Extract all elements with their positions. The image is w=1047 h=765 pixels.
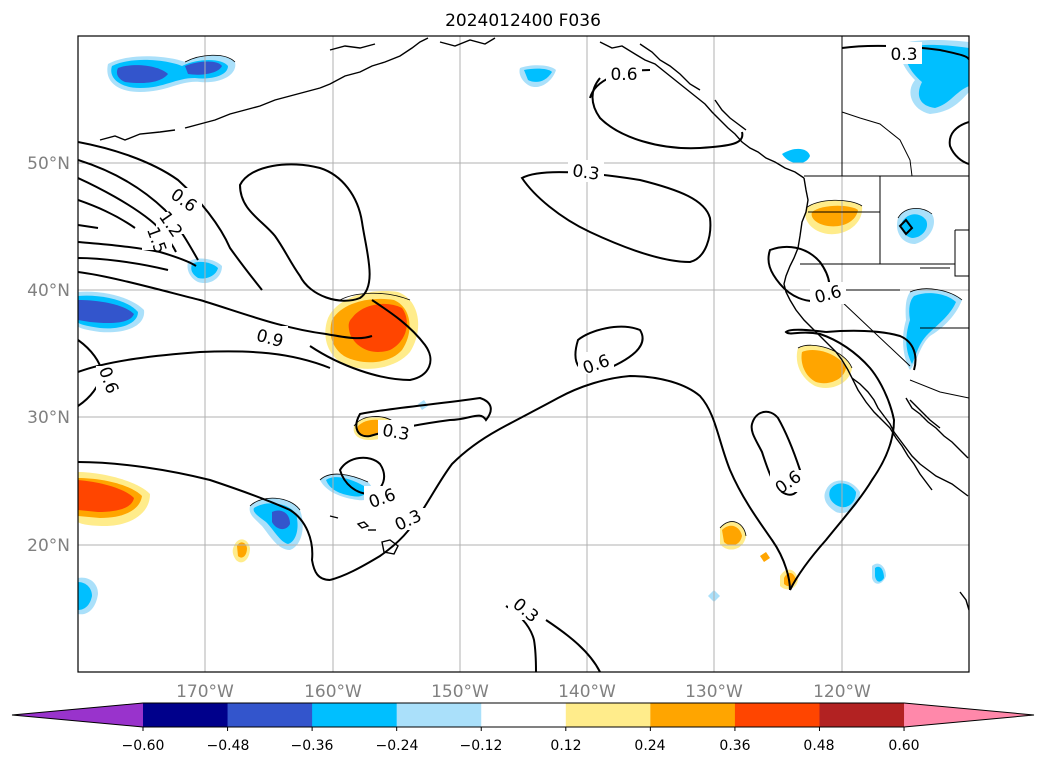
lon-label: 160°W bbox=[304, 682, 362, 702]
contour-lines bbox=[78, 44, 969, 672]
map-frame bbox=[77, 35, 970, 673]
lon-label: 150°W bbox=[431, 682, 489, 702]
contour-label: 0.3 bbox=[381, 421, 411, 445]
latitude-labels: 50°N 40°N 30°N 20°N bbox=[27, 154, 70, 556]
map-area: 0.6 0.3 0.3 0.6 1.2 1.5 0.9 0.6 0.6 0.6 … bbox=[78, 36, 969, 672]
colorbar-tick-label: 0.24 bbox=[634, 738, 665, 754]
colorbar-segment bbox=[227, 703, 313, 727]
colorbar-tick-label: 0.48 bbox=[803, 738, 834, 754]
colorbar-ticks bbox=[142, 727, 905, 731]
contour-label: 0.3 bbox=[571, 161, 601, 185]
lon-label: 120°W bbox=[813, 682, 871, 702]
colorbar-segment bbox=[143, 703, 229, 727]
colorbar-tick-label: −0.36 bbox=[291, 738, 334, 754]
contour-label: 0.6 bbox=[610, 65, 637, 85]
colorbar-tick-label: −0.48 bbox=[207, 738, 250, 754]
contour-label-backgrounds bbox=[96, 42, 922, 620]
colorbar-tick-label: −0.60 bbox=[122, 738, 165, 754]
lat-label: 40°N bbox=[27, 281, 70, 301]
colorbar-segment bbox=[312, 703, 398, 727]
colorbar-segment bbox=[396, 703, 482, 727]
colorbar-segment bbox=[819, 703, 905, 727]
lon-label: 130°W bbox=[685, 682, 743, 702]
colorbar-tick-label: −0.24 bbox=[376, 738, 419, 754]
colorbar-segment bbox=[481, 703, 567, 727]
contour-label: 0.3 bbox=[890, 45, 917, 65]
lon-label: 170°W bbox=[176, 682, 234, 702]
coastlines bbox=[99, 37, 969, 611]
colorbar-tick-label: 0.12 bbox=[550, 738, 581, 754]
colorbar-segment bbox=[565, 703, 651, 727]
lat-label: 20°N bbox=[27, 536, 70, 556]
colorbar-tick-label: −0.12 bbox=[460, 738, 503, 754]
colorbar-segment bbox=[650, 703, 736, 727]
anomaly-outlines bbox=[184, 54, 963, 537]
longitude-labels: 170°W 160°W 150°W 140°W 130°W 120°W bbox=[176, 682, 871, 702]
colorbar-tick-label: 0.36 bbox=[719, 738, 750, 754]
lat-label: 50°N bbox=[27, 154, 70, 174]
colorbar-extend-high bbox=[904, 703, 1034, 727]
map-title: 2024012400 F036 bbox=[445, 11, 601, 31]
colorbar-segment bbox=[734, 703, 820, 727]
lon-label: 140°W bbox=[558, 682, 616, 702]
colorbar-extend-low bbox=[12, 703, 143, 727]
colorbar-tick-label: 0.60 bbox=[888, 738, 919, 754]
colorbar: −0.60 −0.48 −0.36 −0.24 −0.12 0.12 0.24 … bbox=[11, 702, 1035, 754]
lat-label: 30°N bbox=[27, 408, 70, 428]
filled-anomaly-regions bbox=[78, 40, 969, 615]
colorbar-segments bbox=[11, 702, 1035, 728]
